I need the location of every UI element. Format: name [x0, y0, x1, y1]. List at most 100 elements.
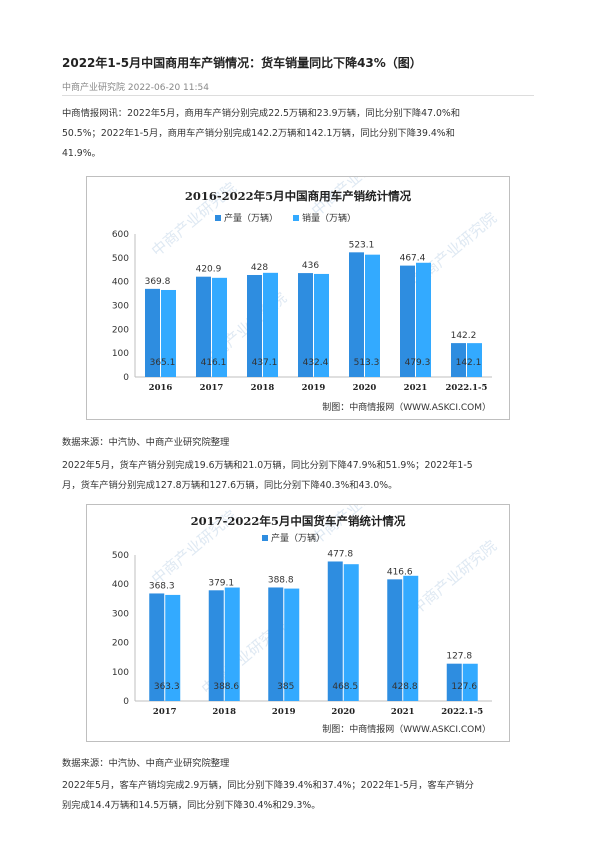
- legend-label: 产量（万辆）: [224, 212, 278, 224]
- legend-swatch: [293, 215, 299, 221]
- x-tick-label: 2021: [404, 383, 428, 393]
- paragraph-commercial: 中商情报网讯：2022年5月，商用车产销分别完成22.5万辆和23.9万辆，同比…: [62, 104, 536, 164]
- article-meta: 中商产业研究院 2022-06-20 11:54: [62, 83, 209, 93]
- legend-swatch: [215, 215, 221, 221]
- x-tick-label: 2021: [391, 707, 415, 717]
- bar-production: [451, 343, 466, 377]
- paragraph-buses: 2022年5月，客车产销均完成2.9万辆，同比分别下降39.4%和37.4%；2…: [62, 776, 536, 816]
- paragraph-line: 2022年5月，客车产销均完成2.9万辆，同比分别下降39.4%和37.4%；2…: [62, 780, 474, 791]
- data-label-sales: 365.1: [150, 358, 176, 368]
- x-tick-label: 2022.1-5: [446, 383, 488, 393]
- paragraph-trucks: 2022年5月，货车产销分别完成19.6万辆和21.0万辆，同比分别下降47.9…: [62, 456, 536, 496]
- data-label-production: 467.4: [400, 254, 426, 264]
- data-source: 数据来源：中汽协、中商产业研究院整理: [62, 437, 230, 448]
- data-label-production: 416.6: [387, 567, 413, 577]
- y-tick-label: 0: [123, 697, 129, 707]
- data-label-production: 388.8: [268, 575, 294, 585]
- bar-sales: [263, 272, 278, 377]
- data-label-sales: 432.4: [303, 358, 329, 368]
- bar-sales: [314, 273, 329, 377]
- bar-production: [247, 274, 262, 377]
- watermark-text: 中商产业研究院: [408, 537, 500, 618]
- bar-production: [349, 252, 364, 377]
- x-tick-label: 2022.1-5: [441, 707, 483, 717]
- paragraph-line: 中商情报网讯：2022年5月，商用车产销分别完成22.5万辆和23.9万辆，同比…: [62, 108, 461, 119]
- legend-label: 产量（万辆）: [271, 532, 325, 544]
- data-label-sales: 127.6: [451, 682, 477, 692]
- paragraph-line: 50.5%；2022年1-5月，商用车产销分别完成142.2万辆和142.1万辆…: [62, 128, 455, 139]
- y-tick-label: 500: [112, 254, 129, 264]
- chart-title: 2016-2022年5月中国商用车产销统计情况: [185, 189, 412, 203]
- chart-commercial-vehicles: 中商产业研究院 中商产业研究院 中商产业研究院 中商产业研究院 2016-2022年5月…: [86, 176, 510, 420]
- data-label-sales: 479.3: [405, 358, 431, 368]
- article-title: 2022年1-5月中国商用车产销情况：货车销量同比下降43%（图）: [62, 56, 422, 70]
- data-label-sales: 142.1: [456, 358, 482, 368]
- data-label-production: 379.1: [208, 578, 234, 588]
- paragraph-line: 41.9%。: [62, 148, 101, 159]
- data-label-sales: 363.3: [154, 682, 180, 692]
- bar-production: [387, 579, 403, 701]
- x-tick-label: 2019: [302, 383, 326, 393]
- y-tick-label: 0: [123, 373, 129, 383]
- bar-production: [145, 288, 160, 377]
- data-label-production: 127.8: [446, 652, 472, 662]
- divider: [62, 95, 534, 96]
- x-tick-label: 2020: [353, 383, 377, 393]
- data-source: 数据来源：中汽协、中商产业研究院整理: [62, 758, 230, 769]
- bar-production: [208, 590, 224, 701]
- chart-title: 2017-2022年5月中国货车产销统计情况: [191, 514, 406, 528]
- bar-production: [400, 265, 415, 377]
- bar-sales: [343, 564, 359, 701]
- x-tick-label: 2016: [149, 383, 173, 393]
- x-tick-label: 2019: [272, 707, 296, 717]
- y-tick-label: 600: [112, 230, 129, 240]
- legend-label: 销量（万辆）: [302, 212, 356, 224]
- legend-swatch: [262, 535, 268, 541]
- x-tick-label: 2017: [153, 707, 177, 717]
- bar-sales: [224, 587, 240, 701]
- data-label-production: 523.1: [349, 240, 375, 250]
- bar-sales: [467, 343, 482, 377]
- bar-production: [268, 587, 284, 701]
- y-tick-label: 100: [112, 349, 129, 359]
- data-label-production: 368.3: [149, 581, 175, 591]
- chart-svg: 中商产业研究院 中商产业研究院中商产业研究院中商产业研究院2016-2022年5月…: [112, 177, 500, 413]
- bar-sales: [284, 588, 300, 701]
- bar-sales: [365, 254, 380, 377]
- x-tick-label: 2017: [200, 383, 224, 393]
- data-label-sales: 385: [277, 682, 294, 692]
- paragraph-line: 月，货车产销分别完成127.8万辆和127.6万辆，同比分别下降40.3%和43…: [62, 480, 398, 491]
- bar-sales: [165, 594, 181, 701]
- x-tick-label: 2018: [251, 383, 275, 393]
- y-tick-label: 500: [112, 551, 129, 561]
- data-label-sales: 513.3: [354, 358, 380, 368]
- bar-sales: [416, 262, 431, 377]
- data-label-sales: 468.5: [332, 682, 358, 692]
- data-label-production: 420.9: [196, 265, 222, 275]
- data-label-sales: 428.8: [392, 682, 418, 692]
- data-label-sales: 437.1: [252, 358, 278, 368]
- y-tick-label: 200: [112, 639, 129, 649]
- bar-production: [327, 561, 343, 701]
- x-tick-label: 2018: [212, 707, 236, 717]
- bar-sales: [462, 663, 478, 701]
- bar-sales: [403, 575, 419, 701]
- data-label-production: 369.8: [145, 277, 171, 287]
- paragraph-line: 2022年5月，货车产销分别完成19.6万辆和21.0万辆，同比分别下降47.9…: [62, 460, 473, 471]
- chart-credit: 制图：中商情报网（WWW.ASKCI.COM）: [322, 723, 491, 735]
- bar-sales: [212, 277, 227, 377]
- bar-production: [149, 593, 165, 701]
- bar-sales: [161, 289, 176, 377]
- data-label-production: 436: [302, 261, 319, 271]
- data-label-production: 477.8: [327, 549, 353, 559]
- data-label-sales: 416.1: [201, 358, 227, 368]
- y-tick-label: 300: [112, 302, 129, 312]
- chart-trucks: 中商产业研究院 中商产业研究院 中商产业研究院 中商产业研究院 2017-2022年5月…: [86, 504, 510, 742]
- y-tick-label: 400: [112, 580, 129, 590]
- y-tick-label: 200: [112, 325, 129, 335]
- chart-svg: 中商产业研究院 中商产业研究院中商产业研究院中商产业研究院2017-2022年5月…: [112, 505, 500, 735]
- y-tick-label: 400: [112, 278, 129, 288]
- bar-production: [298, 273, 313, 377]
- data-label-sales: 388.6: [213, 682, 239, 692]
- paragraph-line: 别完成14.4万辆和14.5万辆，同比分别下降30.4%和29.3%。: [62, 800, 321, 811]
